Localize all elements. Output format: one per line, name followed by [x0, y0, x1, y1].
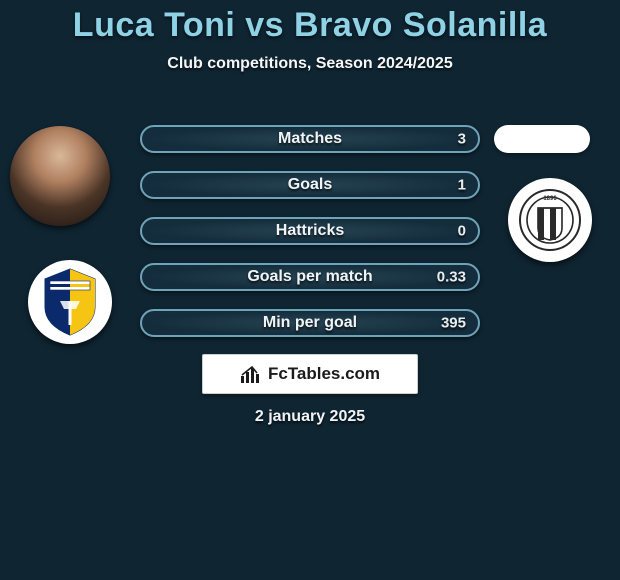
stat-right-value: 3	[458, 131, 466, 148]
player-photo-left	[10, 126, 110, 226]
udinese-crest-icon: 1896	[519, 189, 581, 251]
stat-row-min-per-goal: Min per goal 395	[140, 309, 480, 337]
season-subtitle: Club competitions, Season 2024/2025	[0, 55, 620, 73]
stat-row-goals: Goals 1	[140, 171, 480, 199]
stat-right-value: 0	[458, 223, 466, 240]
page-title: Luca Toni vs Bravo Solanilla	[0, 0, 620, 45]
snapshot-date: 2 january 2025	[0, 408, 620, 426]
stat-label: Min per goal	[263, 314, 357, 332]
player-photo-right-placeholder	[494, 125, 590, 153]
stat-label: Matches	[278, 130, 342, 148]
hellas-verona-crest-icon	[40, 267, 100, 337]
stat-right-value: 0.33	[437, 269, 466, 286]
stat-label: Goals per match	[247, 268, 372, 286]
stats-container: Matches 3 Goals 1 Hattricks 0 Goals per …	[140, 125, 480, 355]
brand-text: FcTables.com	[268, 364, 380, 384]
stat-right-value: 1	[458, 177, 466, 194]
stat-label: Hattricks	[276, 222, 344, 240]
club-badge-right: 1896	[508, 178, 592, 262]
stat-row-matches: Matches 3	[140, 125, 480, 153]
brand-watermark: FcTables.com	[202, 354, 418, 394]
club-badge-left	[28, 260, 112, 344]
stat-row-hattricks: Hattricks 0	[140, 217, 480, 245]
stat-right-value: 395	[441, 315, 466, 332]
stat-label: Goals	[288, 176, 332, 194]
stat-row-goals-per-match: Goals per match 0.33	[140, 263, 480, 291]
bar-chart-icon	[240, 364, 262, 384]
svg-text:1896: 1896	[543, 196, 557, 202]
